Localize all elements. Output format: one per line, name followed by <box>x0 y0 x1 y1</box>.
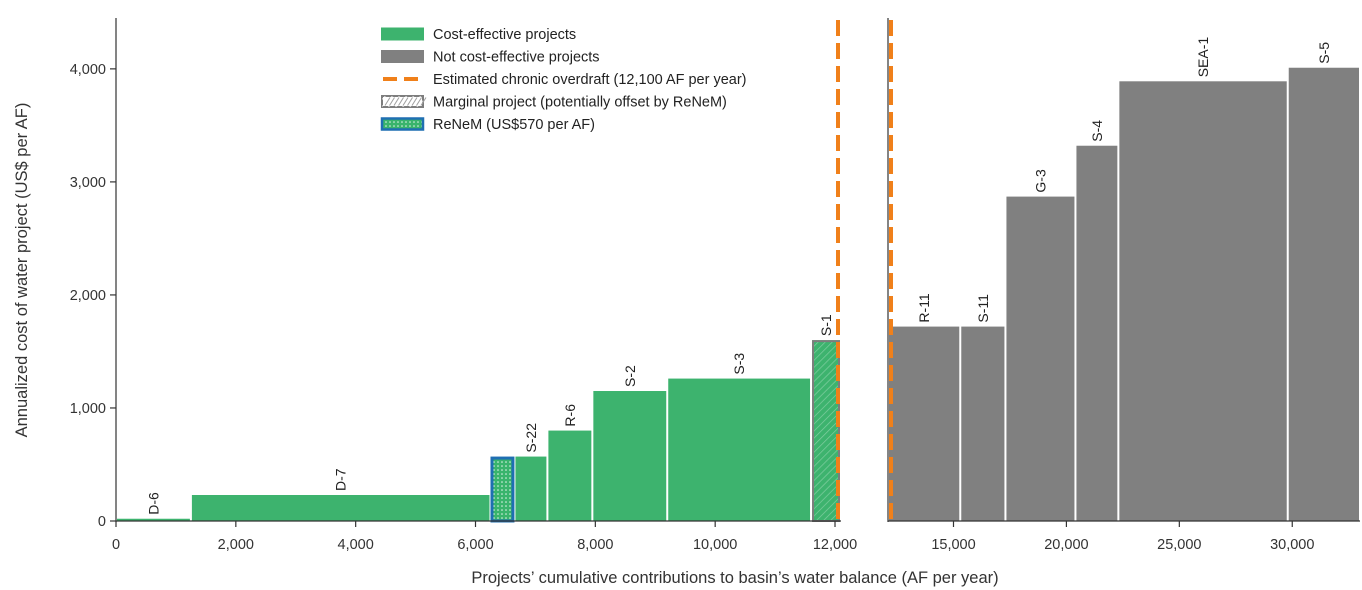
legend-item-overdraft: Estimated chronic overdraft (12,100 AF p… <box>383 72 747 88</box>
bar-s-2 <box>593 391 667 521</box>
bar-s-3 <box>668 378 811 521</box>
bar-label-s-4: S-4 <box>1089 120 1105 142</box>
bars-layer: D-6 D-7 S-22 R-6 S-2 S-3 S-1 R-11 S-11 G-3 S-4 SEA-… <box>117 37 1359 523</box>
legend-item-not-cost-effective: Not cost-effective projects <box>381 50 600 66</box>
bar-label-g-3: G-3 <box>1032 169 1048 193</box>
bar-s-1-hatch <box>812 340 840 521</box>
legend-label: Cost-effective projects <box>433 27 576 43</box>
legend-hatch-line <box>407 97 413 106</box>
legend-item-reneem: ReNeM (US$570 per AF) <box>380 117 595 133</box>
legend-label: Marginal project (potentially offset by … <box>433 95 727 111</box>
bar-label-s-3: S-3 <box>731 353 747 375</box>
x-tick-label: 30,000 <box>1270 537 1314 553</box>
bar-s-11 <box>961 326 1005 521</box>
bar-label-d-6: D-6 <box>145 492 161 515</box>
bar-label-r-11: R-11 <box>916 293 932 323</box>
y-tick-label: 1,000 <box>70 401 106 417</box>
x-tick-label: 4,000 <box>338 537 374 553</box>
legend-swatch <box>381 50 424 63</box>
bar-label-r-6: R-6 <box>562 404 578 427</box>
bar-r-11 <box>889 326 960 521</box>
bar-label-s-1: S-1 <box>818 314 834 336</box>
x-tick-label: 8,000 <box>577 537 613 553</box>
x-tick-label: 10,000 <box>693 537 737 553</box>
bar-r-6 <box>548 430 592 521</box>
x-tick-label: 25,000 <box>1157 537 1201 553</box>
legend-hatch-line <box>384 97 391 106</box>
legend-hatch-line <box>416 97 422 106</box>
y-tick-label: 4,000 <box>70 62 106 78</box>
bar-sea-1 <box>1119 81 1287 521</box>
legend-hatch-line <box>398 97 404 106</box>
bar-label-sea-1: SEA-1 <box>1195 37 1211 78</box>
legend-item-marginal: Marginal project (potentially offset by … <box>381 95 727 111</box>
y-axis-label: Annualized cost of water project (US$ pe… <box>13 103 31 438</box>
bar-d-7 <box>191 495 490 521</box>
x-tick-label: 2,000 <box>218 537 254 553</box>
legend-hatch-line <box>420 97 427 106</box>
bar-label-d-7: D-7 <box>333 468 349 491</box>
x-axis-label: Projects’ cumulative contributions to ba… <box>471 569 998 587</box>
x-tick-label: 20,000 <box>1044 537 1088 553</box>
legend-label: Estimated chronic overdraft (12,100 AF p… <box>433 72 747 88</box>
x-tick-label: 6,000 <box>457 537 493 553</box>
bar-label-s-5: S-5 <box>1316 42 1332 64</box>
x-tick-label: 12,000 <box>813 537 857 553</box>
bar-s-1 <box>812 340 840 522</box>
bar-s-4 <box>1076 145 1118 521</box>
bar-label-s-22: S-22 <box>523 423 539 453</box>
axes-layer: 0 1,000 2,000 3,000 4,000 0 2,000 4,000 6,000 8,0… <box>70 18 1360 553</box>
legend-hatch-line <box>389 97 395 106</box>
bar-reneem <box>490 456 515 523</box>
legend-swatch <box>381 27 424 41</box>
legend-label: ReNeM (US$570 per AF) <box>433 117 595 133</box>
legend-hatch-line <box>393 97 400 106</box>
legend-label: Not cost-effective projects <box>433 50 600 66</box>
legend-item-cost-effective: Cost-effective projects <box>381 27 576 43</box>
legend-hatch-line <box>402 97 409 106</box>
bar-g-3 <box>1006 196 1075 521</box>
bar-d-6 <box>117 518 190 521</box>
y-tick-label: 0 <box>98 514 106 530</box>
x-tick-label: 0 <box>112 537 120 553</box>
y-tick-label: 2,000 <box>70 288 106 304</box>
legend: Cost-effective projects Not cost-effectiv… <box>380 27 747 133</box>
legend-swatch-hatch <box>382 96 423 107</box>
legend-hatch-line <box>411 97 418 106</box>
bar-label-s-11: S-11 <box>975 294 991 323</box>
bar-s-22 <box>515 456 547 521</box>
bar-label-s-2: S-2 <box>622 365 638 387</box>
x-tick-label: 15,000 <box>931 537 975 553</box>
bar-s-5 <box>1288 67 1359 521</box>
legend-swatch <box>380 117 425 131</box>
y-tick-label: 3,000 <box>70 175 106 191</box>
